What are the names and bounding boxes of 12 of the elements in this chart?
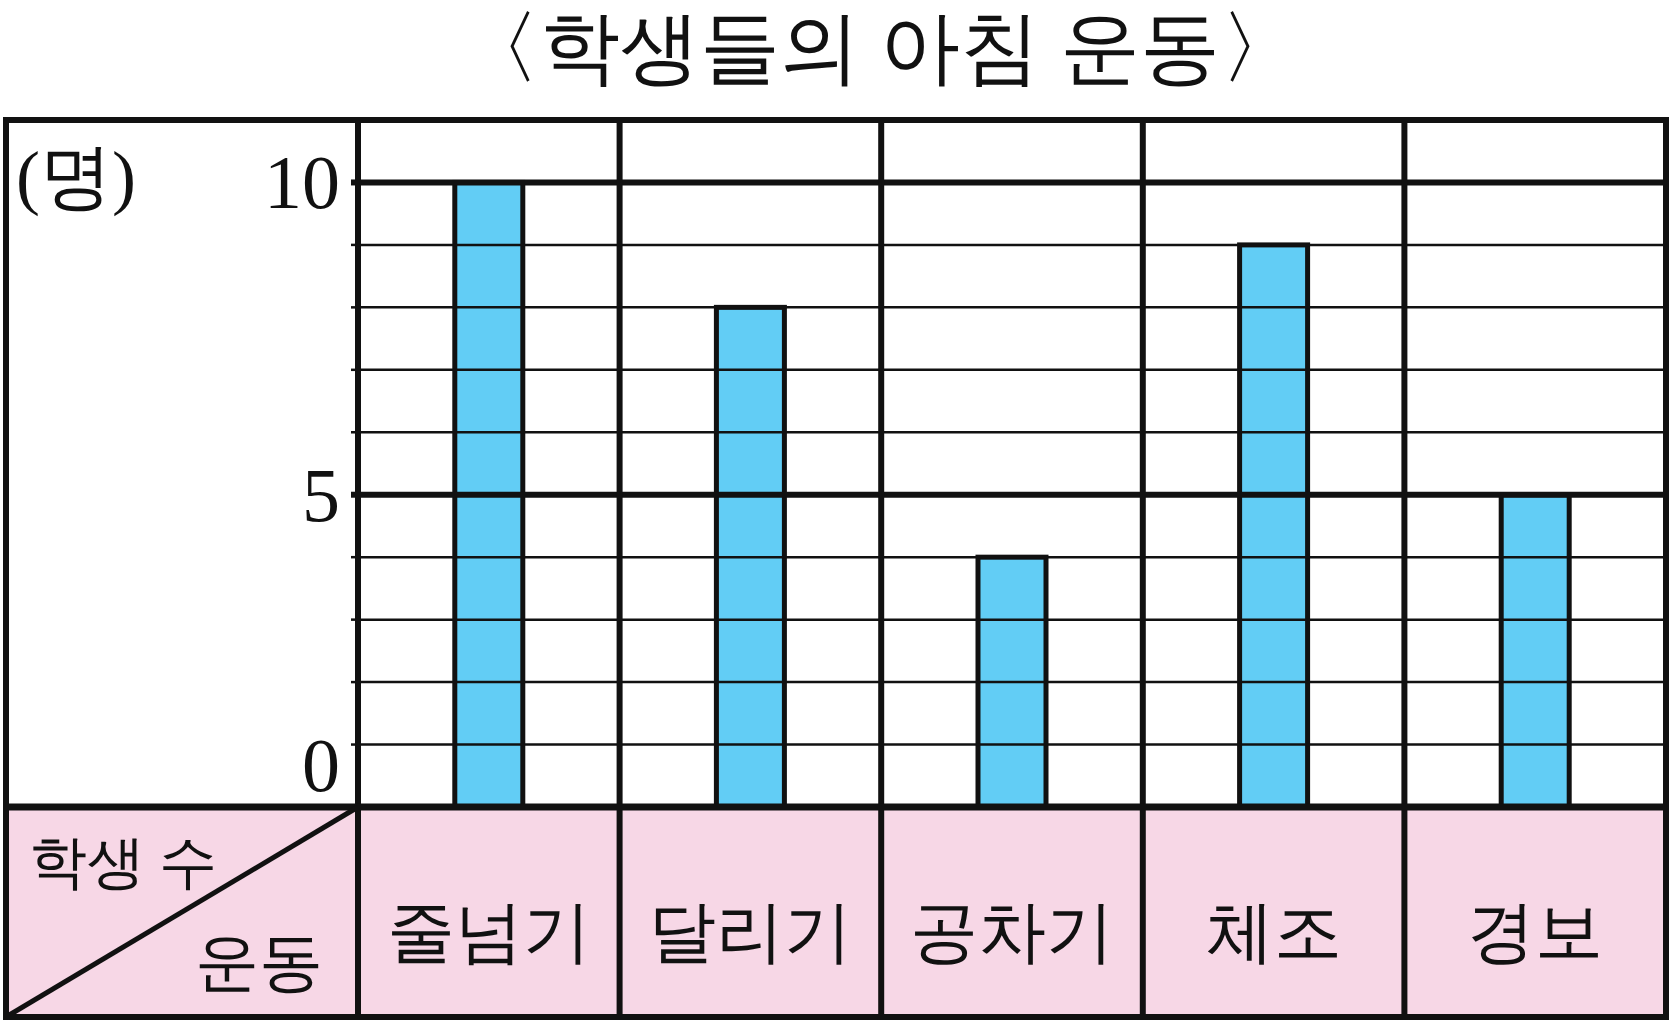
x-tick-label: 체조 [1205,894,1342,970]
x-axis-title: 운동 [195,926,323,998]
y-tick-label: 10 [264,140,340,225]
y-tick-label: 0 [302,723,340,807]
text: (명) [16,137,136,217]
chart-title: 〈학생들의 아침 운동〉 [460,4,1300,92]
y-tick-label: 5 [302,452,340,537]
x-tick-label: 공차기 [910,894,1114,970]
x-tick-label: 줄넘기 [386,894,591,970]
x-tick-label: 달리기 [648,894,853,970]
y-axis-title: 학생 수 [28,829,218,895]
x-tick-label: 경보 [1467,894,1604,970]
